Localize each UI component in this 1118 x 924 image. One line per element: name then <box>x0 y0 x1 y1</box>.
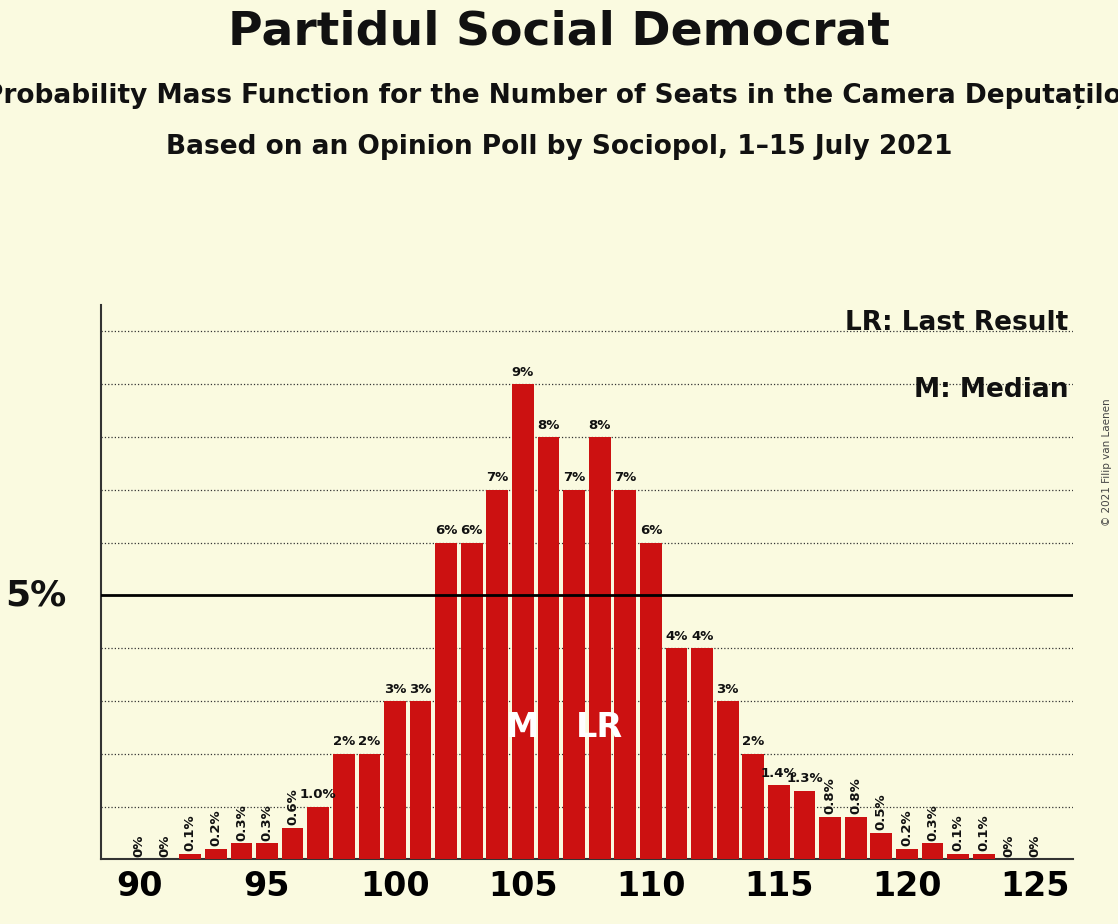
Bar <box>641 542 662 859</box>
Text: 6%: 6% <box>435 524 457 537</box>
Bar <box>230 844 253 859</box>
Bar <box>768 785 789 859</box>
Text: 3%: 3% <box>409 683 432 696</box>
Text: M: M <box>506 711 540 744</box>
Text: 0%: 0% <box>1003 834 1016 857</box>
Text: 0.3%: 0.3% <box>926 804 939 841</box>
Bar <box>409 701 432 859</box>
Bar <box>385 701 406 859</box>
Text: LR: Last Result: LR: Last Result <box>845 310 1069 336</box>
Text: 6%: 6% <box>461 524 483 537</box>
Text: 0.1%: 0.1% <box>183 815 197 851</box>
Text: 1.0%: 1.0% <box>300 788 337 801</box>
Bar <box>921 844 944 859</box>
Text: 0.5%: 0.5% <box>874 794 888 831</box>
Text: 7%: 7% <box>614 471 636 484</box>
Text: Based on an Opinion Poll by Sociopol, 1–15 July 2021: Based on an Opinion Poll by Sociopol, 1–… <box>165 134 953 160</box>
Text: 0%: 0% <box>1029 834 1041 857</box>
Bar <box>563 490 585 859</box>
Bar <box>333 754 354 859</box>
Bar <box>973 854 995 859</box>
Text: 0%: 0% <box>133 834 145 857</box>
Bar <box>435 542 457 859</box>
Text: © 2021 Filip van Laenen: © 2021 Filip van Laenen <box>1102 398 1112 526</box>
Text: 0.2%: 0.2% <box>209 809 222 846</box>
Text: M: Median: M: Median <box>913 377 1069 403</box>
Bar <box>282 828 303 859</box>
Text: 7%: 7% <box>563 471 586 484</box>
Text: 0.1%: 0.1% <box>951 815 965 851</box>
Bar <box>205 849 227 859</box>
Text: 4%: 4% <box>691 630 713 643</box>
Bar <box>845 817 866 859</box>
Bar <box>615 490 636 859</box>
Bar <box>256 844 278 859</box>
Text: 7%: 7% <box>486 471 509 484</box>
Bar <box>794 791 815 859</box>
Bar <box>461 542 483 859</box>
Bar <box>665 648 688 859</box>
Text: 5%: 5% <box>6 578 67 613</box>
Text: 9%: 9% <box>512 366 534 379</box>
Text: Partidul Social Democrat: Partidul Social Democrat <box>228 9 890 55</box>
Bar <box>947 854 969 859</box>
Text: 4%: 4% <box>665 630 688 643</box>
Bar <box>717 701 739 859</box>
Text: 0.3%: 0.3% <box>235 804 248 841</box>
Bar <box>538 437 559 859</box>
Text: 3%: 3% <box>717 683 739 696</box>
Text: 0.8%: 0.8% <box>824 778 836 814</box>
Text: 0.2%: 0.2% <box>900 809 913 846</box>
Bar <box>179 854 201 859</box>
Text: 0.6%: 0.6% <box>286 788 300 825</box>
Text: 8%: 8% <box>538 419 560 432</box>
Bar <box>359 754 380 859</box>
Text: 8%: 8% <box>588 419 610 432</box>
Text: 2%: 2% <box>358 736 380 748</box>
Text: 2%: 2% <box>333 736 354 748</box>
Bar <box>486 490 509 859</box>
Text: 1.3%: 1.3% <box>786 772 823 785</box>
Bar <box>896 849 918 859</box>
Bar <box>871 833 892 859</box>
Bar <box>819 817 841 859</box>
Text: Probability Mass Function for the Number of Seats in the Camera Deputaților: Probability Mass Function for the Number… <box>0 83 1118 109</box>
Text: 1.4%: 1.4% <box>760 767 797 780</box>
Text: 3%: 3% <box>383 683 406 696</box>
Bar <box>691 648 713 859</box>
Bar <box>512 384 533 859</box>
Text: 2%: 2% <box>742 736 765 748</box>
Text: 0%: 0% <box>158 834 171 857</box>
Text: LR: LR <box>576 711 624 744</box>
Text: 0.1%: 0.1% <box>977 815 991 851</box>
Text: 0.8%: 0.8% <box>850 778 862 814</box>
Text: 6%: 6% <box>639 524 662 537</box>
Text: 0.3%: 0.3% <box>260 804 274 841</box>
Bar <box>307 807 329 859</box>
Bar <box>589 437 610 859</box>
Bar <box>742 754 765 859</box>
